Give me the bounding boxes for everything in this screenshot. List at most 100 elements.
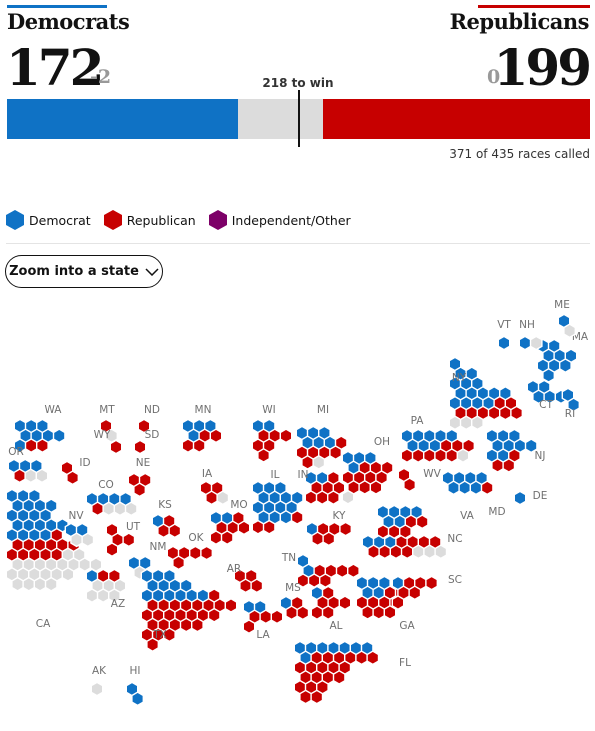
state-al[interactable] (310, 585, 352, 621)
state-oh[interactable] (341, 450, 394, 505)
state-mi[interactable] (295, 425, 348, 470)
state-label: KY (333, 510, 347, 522)
state-nv[interactable] (64, 522, 95, 548)
state-co[interactable] (85, 491, 138, 517)
state-label: OR (8, 446, 24, 458)
seat-hex (168, 523, 182, 539)
state-la[interactable] (242, 599, 284, 635)
state-tx[interactable] (140, 568, 238, 653)
state-tn[interactable] (296, 553, 360, 589)
rep-party-name: Republicans (449, 9, 590, 34)
state-label: FL (399, 657, 411, 669)
seat-hex (319, 573, 332, 589)
state-id[interactable] (60, 460, 80, 486)
seat-hex (387, 524, 401, 540)
seat-hex (311, 531, 324, 547)
state-sc[interactable] (391, 575, 438, 611)
state-ne[interactable] (127, 472, 152, 498)
seat-hex (389, 544, 403, 560)
democrat-hex-icon (6, 210, 24, 230)
seat-hex (35, 468, 49, 484)
seat-hex (146, 637, 160, 653)
zoom-into-state-button[interactable]: Zoom into a state (5, 255, 163, 288)
seat-hex (220, 530, 234, 546)
state-mn[interactable] (181, 418, 223, 454)
seat-hex (383, 604, 397, 620)
seat-hex (445, 448, 459, 464)
state-wy[interactable] (109, 439, 123, 455)
state-label: LA (256, 629, 270, 641)
seat-hex (192, 438, 206, 454)
seat-hex (70, 532, 84, 548)
state-ia[interactable] (199, 480, 230, 506)
state-sd[interactable] (133, 439, 147, 455)
legend-label-democrat: Democrat (29, 212, 91, 228)
state-nd[interactable] (137, 418, 151, 434)
state-ma[interactable] (536, 338, 578, 383)
state-label: MO (230, 499, 247, 511)
state-in[interactable] (304, 470, 346, 506)
state-wv[interactable] (397, 467, 416, 493)
state-ak[interactable] (90, 681, 104, 697)
state-il[interactable] (251, 480, 304, 535)
state-or[interactable] (7, 458, 49, 484)
state-label: NM (150, 541, 167, 553)
state-label: WA (45, 404, 63, 416)
state-label: MD (488, 506, 505, 518)
seat-hex (279, 509, 293, 525)
state-mt[interactable] (99, 418, 119, 444)
seat-hex (335, 563, 349, 579)
state-ar[interactable] (233, 568, 264, 594)
state-ms[interactable] (279, 595, 310, 621)
state-vt[interactable] (497, 335, 511, 351)
zoom-button-label: Zoom into a state (9, 264, 139, 279)
legend-item-republican: Republican (103, 210, 196, 230)
state-ky[interactable] (305, 521, 352, 547)
state-md[interactable] (441, 470, 494, 496)
state-label: WI (262, 404, 275, 416)
seat-hex (188, 545, 202, 561)
dem-seat-count: 172 (6, 38, 104, 97)
state-ks[interactable] (151, 513, 182, 539)
state-label: SC (448, 574, 462, 586)
seat-hex (190, 617, 204, 633)
seat-hex (400, 448, 414, 464)
dem-party-name: Democrats (7, 9, 130, 34)
seat-hex (480, 480, 494, 496)
state-wi[interactable] (251, 418, 293, 463)
state-label: CO (98, 479, 114, 491)
seat-hex (259, 609, 273, 625)
seat-hex (423, 544, 436, 560)
state-mo[interactable] (209, 510, 251, 546)
state-fl[interactable] (293, 640, 380, 705)
seat-hex (131, 691, 145, 707)
seat-hex (529, 335, 543, 351)
state-pa[interactable] (400, 428, 475, 464)
state-ca[interactable] (5, 488, 103, 592)
state-label: WY (94, 429, 111, 441)
state-nh[interactable] (518, 335, 543, 351)
state-ri[interactable] (561, 387, 580, 413)
seat-hex (341, 489, 355, 505)
state-ut[interactable] (105, 522, 136, 558)
state-ok[interactable] (166, 545, 214, 571)
state-ny[interactable] (448, 356, 523, 431)
state-label: ID (79, 457, 90, 469)
state-hi[interactable] (125, 681, 145, 707)
independent-hex-icon (208, 210, 227, 230)
state-nc[interactable] (361, 534, 448, 560)
seat-hex (13, 468, 26, 484)
state-az[interactable] (85, 568, 127, 604)
seat-hex (456, 448, 470, 464)
state-label: AL (329, 620, 342, 632)
state-de[interactable] (513, 490, 527, 506)
seat-hex (400, 544, 414, 560)
state-me[interactable] (557, 313, 576, 339)
state-nj[interactable] (485, 428, 538, 473)
seat-hex (367, 544, 380, 560)
seat-hex (109, 439, 123, 455)
seat-hex (296, 605, 310, 621)
seat-hex (209, 428, 223, 444)
state-wa[interactable] (13, 418, 66, 454)
state-va[interactable] (376, 504, 429, 540)
